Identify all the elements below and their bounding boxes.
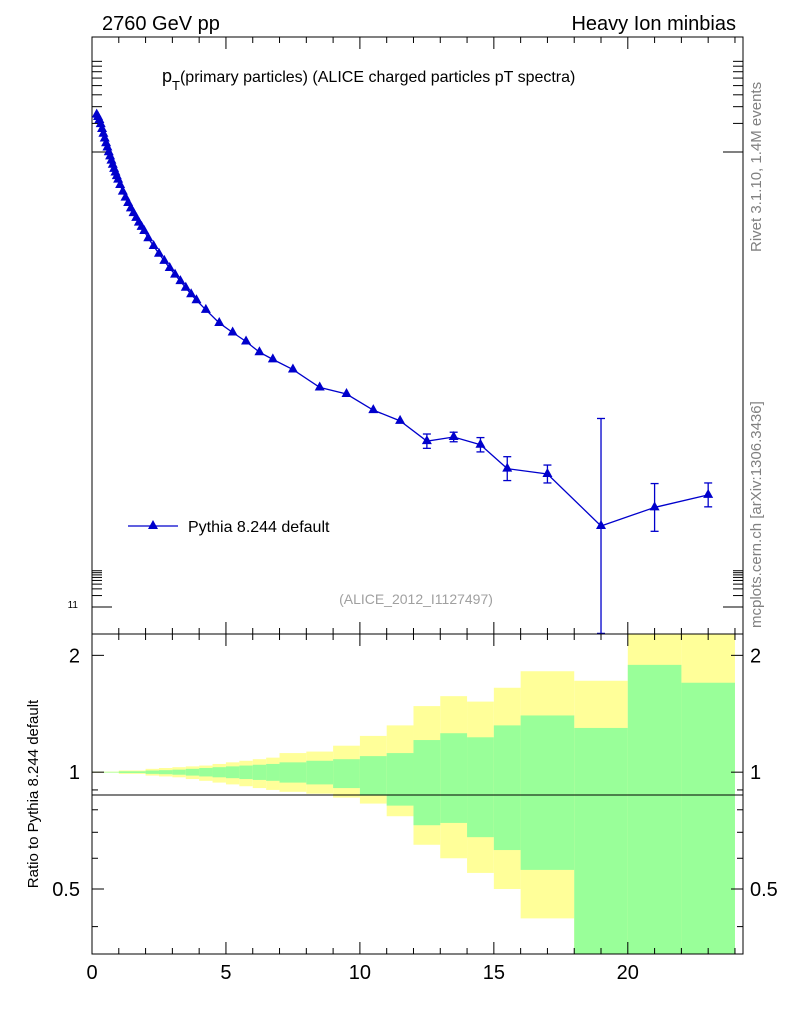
data-point [703,488,714,498]
title-main: p [162,66,172,86]
x-tick-label: 10 [349,962,371,984]
band-bin [279,762,307,783]
band-bin [199,768,213,777]
band-bin [118,771,146,774]
mcplots-label: mcplots.cern.ch [arXiv:1306.3436] [748,401,765,628]
data-point [254,346,265,356]
band-bin [306,760,334,785]
band-bin [574,727,628,954]
data-point [99,132,110,142]
data-point [214,316,225,326]
band-bin [252,764,267,780]
main-title: pT(primary particles) (ALICE charged par… [162,66,575,93]
band-bin [266,763,280,781]
band-bin [225,766,240,779]
data-point [267,353,278,363]
y-tick-label: 2 [69,645,80,667]
band-bin [413,740,441,826]
legend-marker [148,520,158,529]
band-bin [520,715,575,870]
data-point [649,501,660,511]
x-tick-label: 0 [86,962,97,984]
data-point [164,262,175,272]
main-frame [91,36,744,635]
band-bin [185,768,200,776]
y-tick-label: 1 [69,762,80,784]
data-point [596,519,607,529]
y-tick-label: 0.5 [52,879,80,901]
main-panel: pT(primary particles) (ALICE charged par… [68,36,744,635]
data-point [153,247,164,257]
data-point [98,127,109,137]
energy-label: 2760 GeV pp [102,13,220,35]
ratio-labels: 0 5 10 15 20 0.5 0.5 1 1 2 2 [52,645,778,984]
main-ticks [91,37,743,634]
band-bin [440,733,468,823]
data-point [241,335,252,345]
data-point [191,294,202,304]
x-tick-label: 15 [483,962,505,984]
data-point [395,414,406,424]
data-point [475,438,486,448]
data-point [148,239,159,249]
data-point [139,225,150,235]
data-point [115,179,126,189]
analysis-id: (ALICE_2012_I1127497) [339,591,493,607]
legend-label: Pythia 8.244 default [188,519,330,536]
band-bin [158,770,173,775]
band-bin [467,737,494,838]
ratio-y-axis-label: Ratio to Pythia 8.244 default [25,699,42,888]
series-line [96,114,709,527]
data-point [341,388,352,398]
data-point [170,268,181,278]
ratio-frame [91,633,744,955]
band-bin [681,682,735,954]
title-rest: (primary particles) (ALICE charged parti… [180,69,575,86]
data-point [200,303,211,313]
y-tick-label-right: 2 [750,645,761,667]
ratio-bands [92,634,735,954]
ratio-ticks [91,634,743,954]
band-bin [239,765,253,780]
data-point [542,468,553,478]
legend: Pythia 8.244 default [128,519,330,536]
data-point [159,254,170,264]
band-bin [172,769,186,775]
y-tick-label-11: 11 [68,600,79,611]
band-bin [627,664,682,954]
band-bin [92,771,119,773]
title-sub: T [172,78,180,93]
x-tick-label: 5 [220,962,231,984]
band-bin [359,756,387,796]
data-point [314,381,325,391]
data-point [502,462,513,472]
data-point [180,281,191,291]
x-tick-label: 20 [617,962,639,984]
data-point [186,288,197,298]
ratio-panel: 0 5 10 15 20 0.5 0.5 1 1 2 2 Ratio to Pythia 8.244… [25,633,778,984]
data-point [95,118,106,128]
main-series [91,108,714,635]
band-bin [493,725,521,851]
data-point [368,404,379,414]
rivet-label: Rivet 3.1.10, 1.4M events [748,82,765,252]
band-bin [145,770,159,774]
data-point [421,435,432,445]
y-tick-label-right: 1 [750,762,761,784]
data-point [175,275,186,285]
band-bin [212,767,226,778]
band-bin [386,753,414,806]
data-point [102,141,113,151]
band-bin [333,759,360,789]
data-point [227,326,238,336]
y-tick-label-right: 0.5 [750,879,778,901]
data-point [143,232,154,242]
data-point [287,363,298,373]
data-point [97,122,108,132]
data-point [448,430,459,440]
process-label: Heavy Ion minbias [571,13,736,35]
